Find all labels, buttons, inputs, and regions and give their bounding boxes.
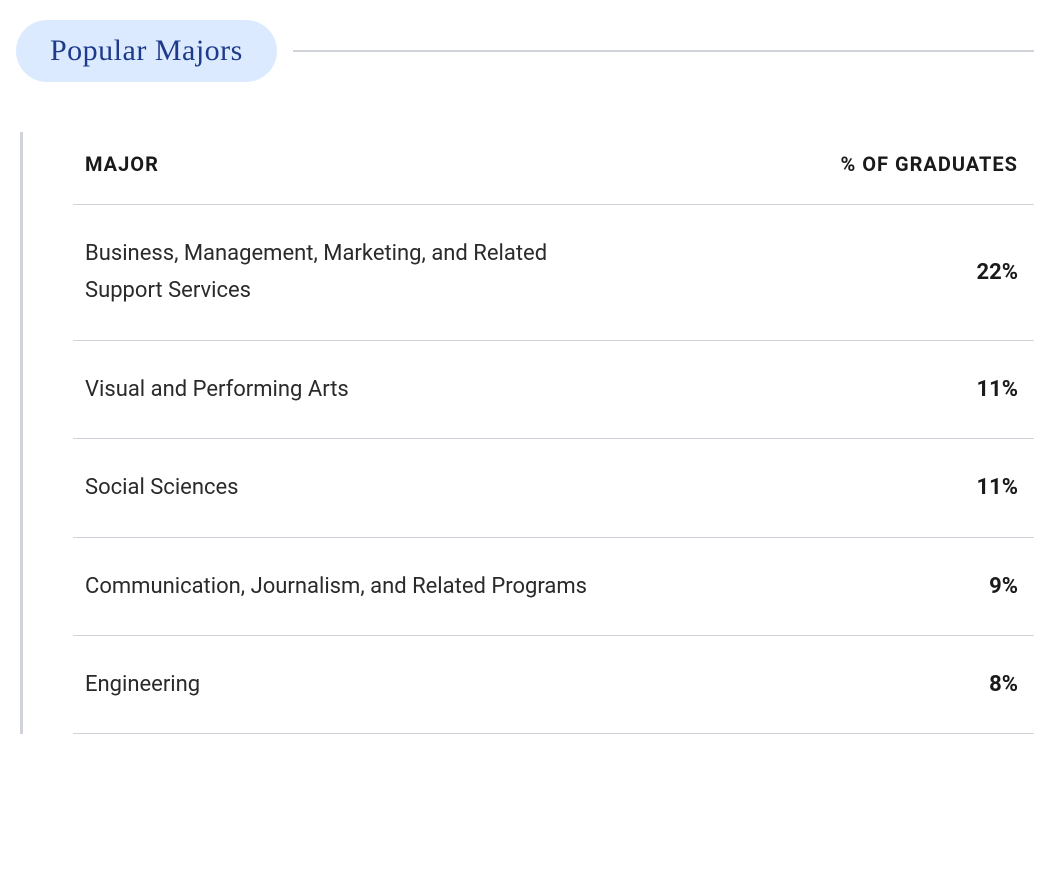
section-title: Popular Majors bbox=[16, 20, 277, 82]
major-name: Business, Management, Marketing, and Rel… bbox=[85, 235, 605, 310]
col-header-major: MAJOR bbox=[85, 152, 159, 176]
section-header: Popular Majors bbox=[16, 20, 1034, 82]
table-row: Business, Management, Marketing, and Rel… bbox=[73, 205, 1034, 341]
major-name: Engineering bbox=[85, 666, 200, 703]
table-row: Visual and Performing Arts 11% bbox=[73, 341, 1034, 439]
majors-table: MAJOR % OF GRADUATES Business, Managemen… bbox=[20, 132, 1034, 734]
major-name: Communication, Journalism, and Related P… bbox=[85, 568, 587, 605]
major-percent: 8% bbox=[989, 672, 1018, 697]
major-name: Visual and Performing Arts bbox=[85, 371, 349, 408]
table-row: Engineering 8% bbox=[73, 636, 1034, 734]
table-header: MAJOR % OF GRADUATES bbox=[73, 132, 1034, 205]
table-row: Social Sciences 11% bbox=[73, 439, 1034, 537]
major-percent: 11% bbox=[976, 377, 1018, 402]
major-name: Social Sciences bbox=[85, 469, 239, 506]
table-body: Business, Management, Marketing, and Rel… bbox=[73, 205, 1034, 734]
section-divider bbox=[293, 50, 1034, 52]
major-percent: 11% bbox=[976, 475, 1018, 500]
table-row: Communication, Journalism, and Related P… bbox=[73, 538, 1034, 636]
major-percent: 22% bbox=[976, 260, 1018, 285]
col-header-percent: % OF GRADUATES bbox=[840, 152, 1018, 176]
major-percent: 9% bbox=[989, 574, 1018, 599]
